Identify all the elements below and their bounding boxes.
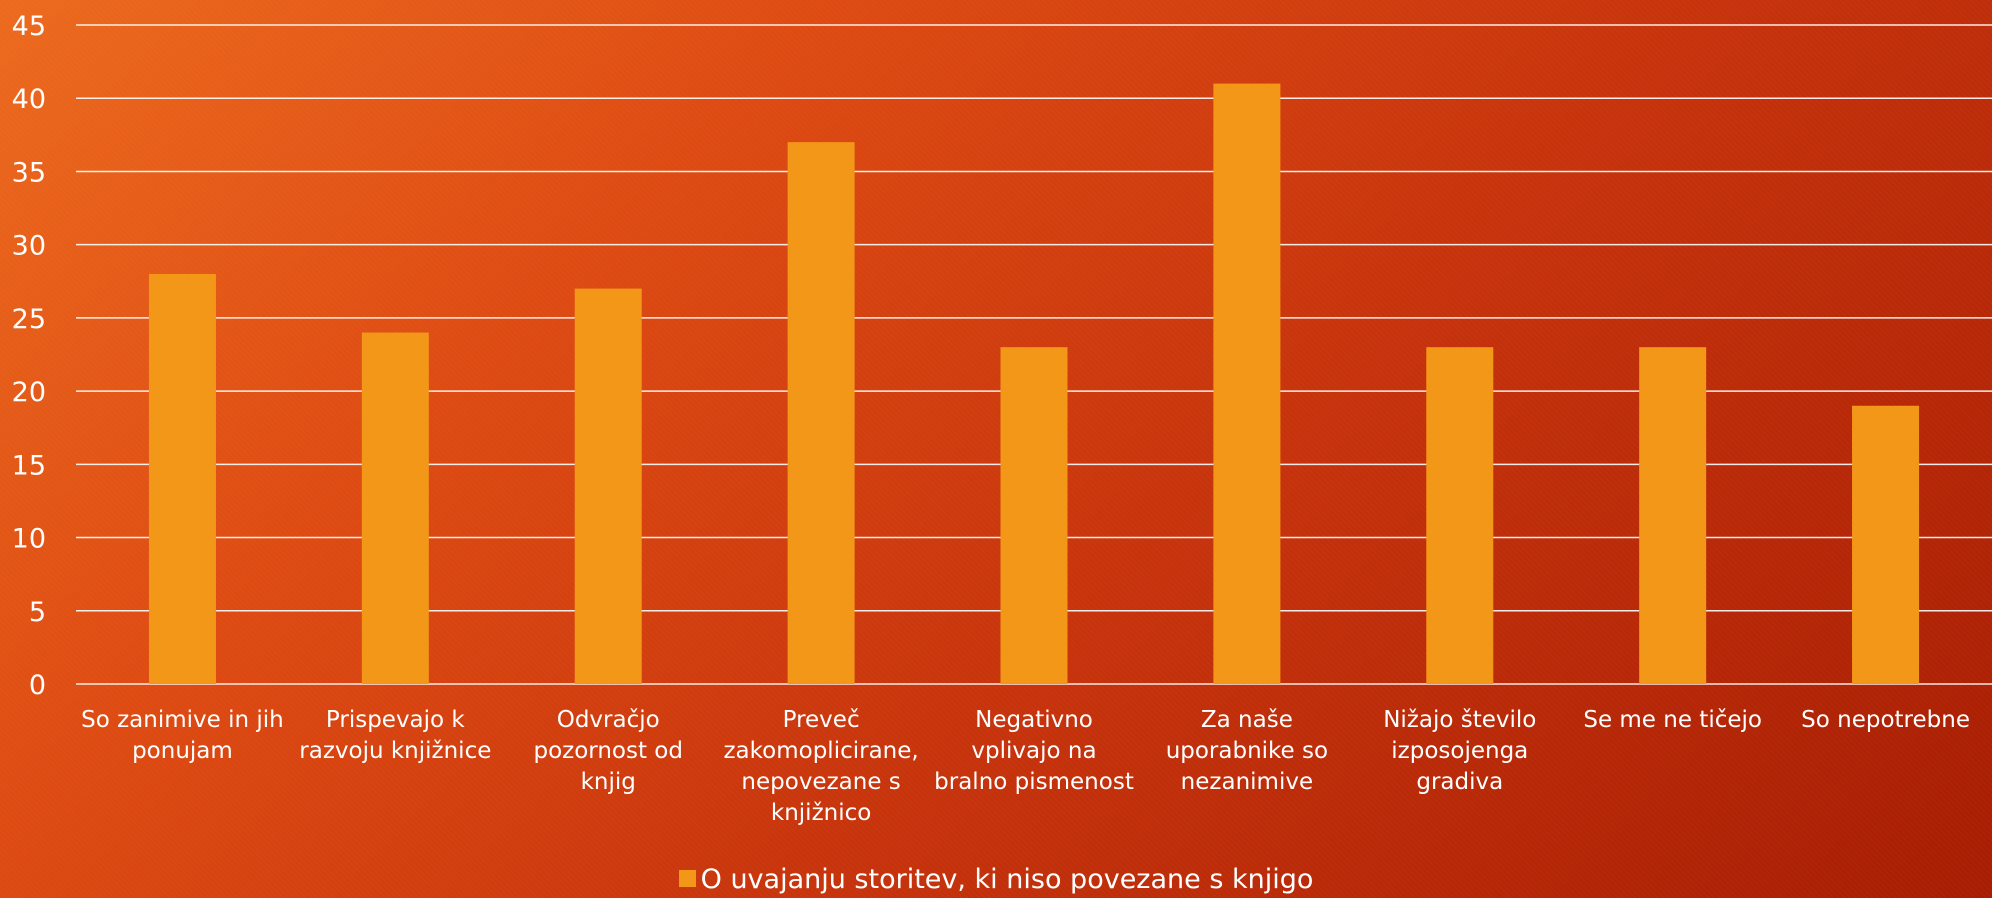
x-tick-label: Nižajo število izposojenga gradiva bbox=[1383, 707, 1536, 795]
x-tick-label-line: knjižnico bbox=[771, 800, 871, 826]
x-tick-label-line: Prispevajo k bbox=[326, 707, 466, 733]
bar bbox=[1639, 347, 1707, 684]
legend-swatch bbox=[678, 870, 696, 887]
y-tick-label: 10 bbox=[12, 524, 46, 555]
y-tick-label: 15 bbox=[12, 450, 46, 481]
bar bbox=[1852, 405, 1920, 684]
x-tick-label-line: vplivajo na bbox=[971, 738, 1096, 764]
x-tick-label-line: pozornost od bbox=[533, 738, 683, 764]
bar bbox=[1000, 347, 1068, 684]
y-tick-label: 40 bbox=[12, 84, 46, 115]
legend: O uvajanju storitev, ki niso povezane s … bbox=[0, 862, 1992, 898]
x-tick-label: So zanimive in jih ponujam bbox=[81, 707, 284, 764]
bar bbox=[574, 288, 642, 684]
bar bbox=[1426, 347, 1494, 684]
x-tick-label: So nepotrebne bbox=[1801, 707, 1970, 733]
bar bbox=[148, 273, 216, 684]
x-tick-label-line: Preveč bbox=[783, 707, 860, 733]
y-tick-label: 35 bbox=[12, 157, 46, 188]
x-tick-label-line: Se me ne tičejo bbox=[1583, 707, 1762, 733]
y-tick-label: 25 bbox=[12, 304, 46, 335]
x-tick-label: Odvračjo pozornost od knjig bbox=[533, 707, 683, 795]
x-tick-label-line: bralno pismenost bbox=[934, 769, 1134, 795]
x-tick-label-line: nepovezane s bbox=[741, 769, 900, 795]
bar bbox=[361, 332, 429, 684]
x-tick-label-line: ponujam bbox=[132, 738, 233, 764]
y-tick-label: 0 bbox=[29, 670, 46, 701]
y-tick-label: 20 bbox=[12, 377, 46, 408]
x-tick-label: Preveč zakomoplicirane, nepovezane s knjižn… bbox=[723, 707, 918, 826]
x-tick-label-line: Odvračjo bbox=[557, 707, 660, 733]
y-tick-label: 30 bbox=[12, 231, 46, 262]
x-tick-label-line: gradiva bbox=[1416, 769, 1503, 795]
x-tick-label: Prispevajo k razvoju knjižnice bbox=[299, 707, 491, 764]
x-tick-label-line: uporabnike so bbox=[1166, 738, 1328, 764]
y-tick-label: 45 bbox=[12, 11, 46, 42]
y-tick-label: 5 bbox=[29, 597, 46, 628]
legend-label: O uvajanju storitev, ki niso povezane s … bbox=[700, 864, 1314, 895]
x-tick-label-line: knjig bbox=[581, 769, 636, 795]
x-tick-label-line: Negativno bbox=[975, 707, 1093, 733]
x-tick-label-line: Nižajo število bbox=[1383, 707, 1536, 733]
x-tick-label-line: nezanimive bbox=[1181, 769, 1313, 795]
x-tick-label-line: razvoju knjižnice bbox=[299, 738, 491, 764]
x-tick-label-line: So zanimive in jih bbox=[81, 707, 284, 733]
x-tick-label-line: So nepotrebne bbox=[1801, 707, 1970, 733]
x-tick-label: Se me ne tičejo bbox=[1583, 707, 1762, 733]
x-tick-label-line: izposojenga bbox=[1391, 738, 1528, 764]
x-tick-label-line: Za naše bbox=[1201, 707, 1293, 733]
x-tick-label-line: zakomoplicirane, bbox=[723, 738, 918, 764]
x-tick-label: Za naše uporabnike so nezanimive bbox=[1166, 707, 1328, 795]
bar bbox=[787, 142, 855, 685]
x-tick-label: Negativno vplivajo na bralno pismenost bbox=[934, 707, 1134, 795]
bar bbox=[1213, 83, 1281, 685]
